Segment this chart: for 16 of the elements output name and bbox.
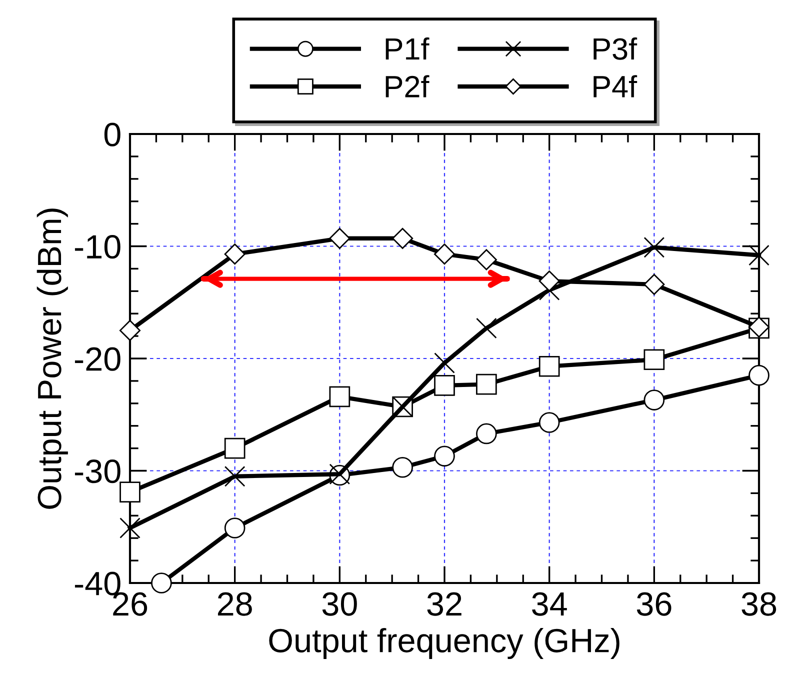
x-tick-label: 34 (532, 592, 567, 616)
legend-label: P3f (594, 37, 638, 60)
y-tick-label: -30 (74, 460, 120, 484)
x-axis-title: Output frequency (GHz) (269, 628, 620, 660)
x-tick-label: 38 (742, 592, 776, 616)
x-tick-label: 32 (427, 592, 462, 616)
y-tick-label: -20 (74, 347, 120, 371)
x-tick-label: 28 (218, 592, 252, 616)
x-tick-label: 36 (636, 592, 672, 616)
legend-label: P4f (594, 75, 638, 98)
y-tick-label: 0 (104, 122, 120, 146)
y-axis-title: Output Power (dBm) (36, 208, 68, 509)
x-tick-label: 30 (322, 592, 357, 616)
legend-label: P2f (386, 75, 430, 98)
y-tick-label: -10 (74, 235, 120, 259)
legend-label: P1f (386, 37, 430, 60)
